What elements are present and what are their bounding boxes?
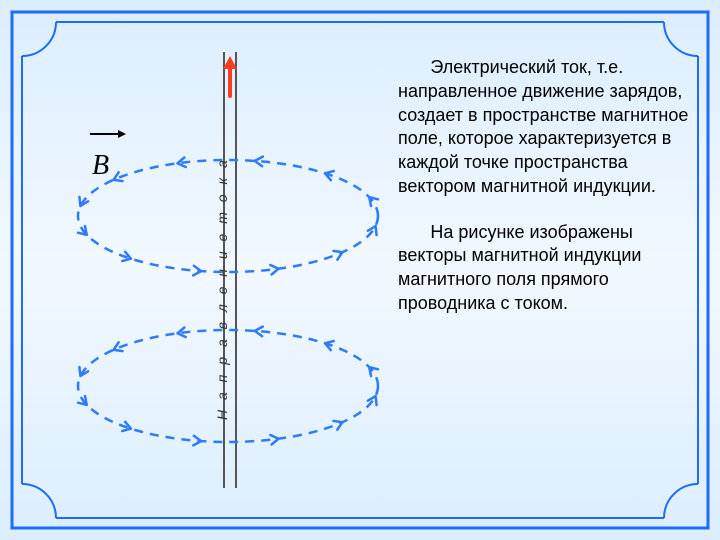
paragraph: Электрический ток, т.е. направленное дви…	[398, 56, 690, 199]
paragraph: На рисунке изображены векторы магнитной …	[398, 221, 690, 316]
vector-B-label: B	[92, 150, 109, 182]
explanation-text: Электрический ток, т.е. направленное дви…	[398, 56, 690, 338]
current-direction-label: Н а п р а в л е н и е т о к а	[214, 157, 230, 420]
